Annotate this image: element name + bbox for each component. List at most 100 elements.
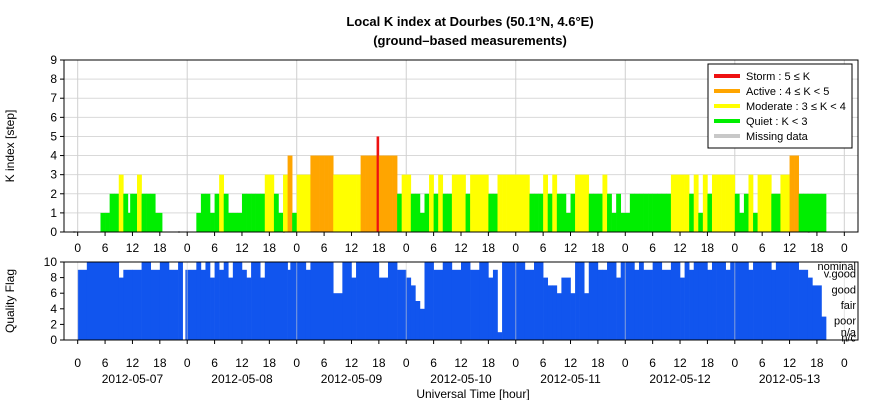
q-ytick-label: 4	[50, 302, 57, 316]
k-bar	[223, 193, 229, 232]
chart-title: Local K index at Dourbes (50.1°N, 4.6°E)	[346, 14, 593, 29]
k-bar	[159, 212, 163, 232]
k-bar	[693, 174, 699, 232]
k-bar	[264, 174, 270, 232]
quality-bar	[625, 262, 635, 340]
k-bar	[529, 193, 535, 232]
k-bar	[251, 193, 256, 232]
quality-bar	[670, 262, 681, 340]
quality-bar	[479, 262, 489, 340]
quality-bar	[698, 262, 708, 340]
k-bar	[438, 174, 444, 232]
quality-bar	[561, 277, 571, 340]
k-bar	[675, 174, 681, 232]
k-bar	[561, 193, 567, 232]
k-bar	[419, 212, 425, 232]
k-bar	[575, 174, 580, 232]
k-bar	[543, 174, 549, 232]
k-bar	[570, 193, 576, 232]
quality-bar	[515, 262, 526, 340]
k-ytick-label: 7	[50, 91, 57, 105]
quality-bar	[798, 269, 809, 340]
k-bar	[689, 193, 695, 232]
quality-bar	[812, 285, 822, 340]
quality-bar	[602, 269, 608, 340]
k-bar	[150, 193, 156, 232]
k-bar	[634, 193, 640, 232]
k-xtick-label: 6	[211, 241, 218, 255]
q-xtick-label: 18	[482, 356, 496, 370]
q-xtick-label: 6	[649, 356, 656, 370]
k-bar	[753, 212, 758, 232]
k-ytick-label: 2	[50, 187, 57, 201]
quality-bar	[753, 262, 763, 340]
quality-level-label: fair	[841, 300, 857, 312]
k-bar	[616, 193, 622, 232]
k-bar	[374, 155, 377, 232]
quality-bar	[132, 269, 142, 340]
k-bar	[757, 174, 763, 232]
k-bar	[620, 212, 626, 232]
quality-bar	[716, 262, 726, 340]
legend-label-active: Active : 4 ≤ K < 5	[746, 86, 829, 98]
k-bar	[141, 193, 147, 232]
quality-bar	[680, 277, 685, 340]
q-xtick-label: 12	[454, 356, 468, 370]
q-xtick-label: 12	[126, 356, 140, 370]
q-xtick-label: 6	[211, 356, 218, 370]
k-bar	[392, 155, 398, 232]
k-bar	[333, 174, 339, 232]
quality-bar	[123, 269, 133, 340]
k-bar	[196, 212, 202, 232]
q-xtick-label: 0	[622, 356, 629, 370]
k-bar	[584, 174, 590, 232]
k-bar	[146, 193, 152, 232]
quality-bar	[502, 262, 517, 340]
k-bar	[114, 193, 120, 232]
q-xtick-label: 18	[591, 356, 605, 370]
k-xtick-label: 0	[841, 241, 848, 255]
k-bar	[812, 193, 818, 232]
k-bar	[534, 193, 539, 232]
k-bar	[283, 174, 288, 232]
k-bar	[707, 193, 713, 232]
k-bar	[515, 174, 521, 232]
k-bar	[638, 193, 644, 232]
q-xtick-label: 0	[293, 356, 300, 370]
k-bar	[524, 174, 530, 232]
quality-bar	[365, 262, 380, 340]
k-bar	[730, 174, 736, 232]
k-bar	[383, 155, 389, 232]
k-bar	[643, 193, 649, 232]
k-bar	[821, 193, 827, 232]
quality-bar	[246, 277, 252, 340]
k-bar	[771, 193, 777, 232]
k-bar	[506, 174, 512, 232]
q-xtick-label: 0	[512, 356, 519, 370]
quality-bar	[684, 262, 690, 340]
quality-bar	[570, 293, 576, 340]
k-ytick-label: 1	[50, 206, 57, 220]
quality-bar	[378, 277, 389, 340]
quality-bar	[442, 262, 453, 340]
quality-bar	[223, 262, 229, 340]
k-xtick-label: 18	[372, 241, 386, 255]
quality-bar	[406, 277, 412, 340]
quality-bar	[638, 262, 644, 340]
quality-bar	[200, 269, 206, 340]
k-ytick-label: 5	[50, 129, 57, 143]
quality-bar	[616, 277, 622, 340]
quality-bar	[497, 332, 503, 340]
k-bar	[579, 174, 585, 232]
k-bar	[625, 212, 631, 232]
quality-bar	[470, 269, 480, 340]
quality-bar	[807, 277, 813, 340]
k-bar	[497, 174, 503, 232]
q-xtick-label: 6	[430, 356, 437, 370]
quality-bar	[711, 262, 717, 340]
quality-bar	[178, 262, 183, 340]
quality-bar	[584, 293, 590, 340]
q-xtick-label: 6	[102, 356, 109, 370]
k-bar	[661, 193, 667, 232]
k-xtick-label: 0	[184, 241, 191, 255]
